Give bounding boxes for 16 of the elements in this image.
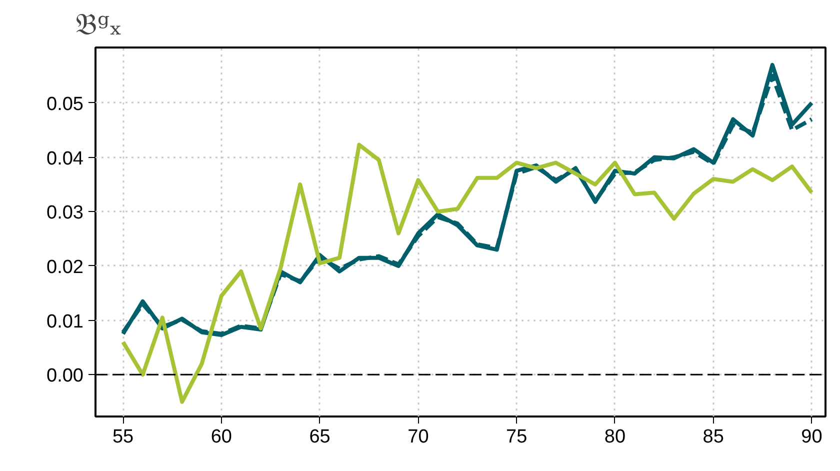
chart-title: 𝔅ᵍₓ <box>76 8 122 42</box>
x-tick-label: 90 <box>801 426 822 448</box>
x-tick-label: 65 <box>309 426 330 448</box>
x-tick-label: 85 <box>702 426 724 448</box>
y-tick-label: 0.04 <box>46 148 84 170</box>
y-tick-label: 0.00 <box>46 366 84 387</box>
y-tick-label: 0.01 <box>46 311 84 332</box>
line-series <box>121 142 814 404</box>
y-tick-label: 0.03 <box>46 202 84 224</box>
x-tick-label: 70 <box>408 426 429 448</box>
x-tick-label: 60 <box>210 426 232 448</box>
y-tick-label: 0.05 <box>46 94 84 115</box>
y-tick-label: 0.02 <box>46 256 84 278</box>
x-tick-label: 80 <box>604 426 626 448</box>
x-tick-label: 75 <box>506 426 528 448</box>
x-tick-label: 55 <box>112 426 134 448</box>
